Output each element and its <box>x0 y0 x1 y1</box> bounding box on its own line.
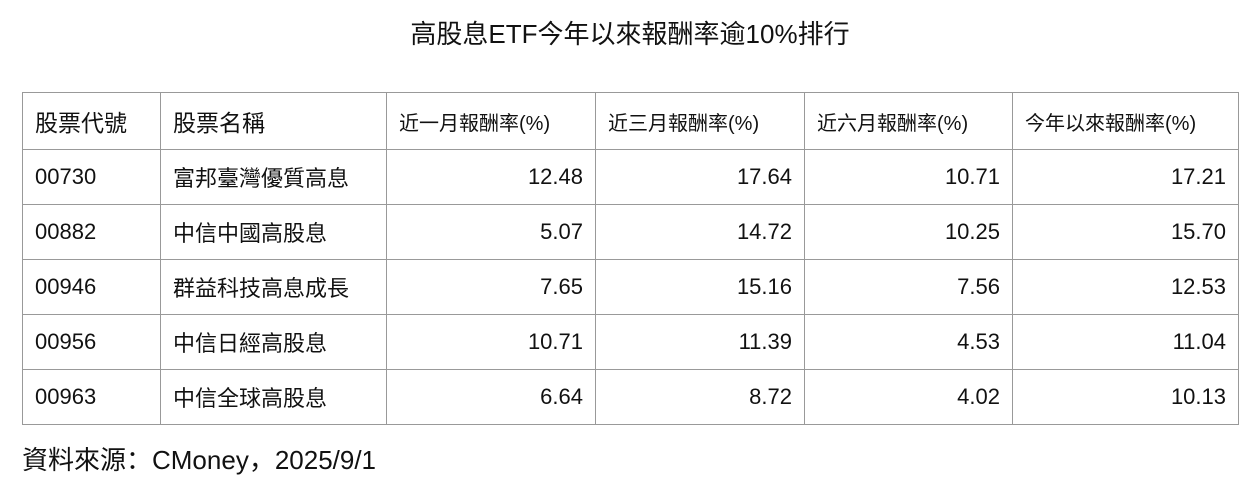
header-row: 股票代號 股票名稱 近一月報酬率(%) 近三月報酬率(%) 近六月報酬率(%) 今年以來報… <box>22 92 1239 150</box>
table-cell: 10.13 <box>1012 369 1239 425</box>
table-cell: 富邦臺灣優質高息 <box>160 149 387 205</box>
source-note: 資料來源：CMoney，2025/9/1 <box>22 445 377 475</box>
header-cell: 近六月報酬率(%) <box>804 92 1013 150</box>
returns-table: 股票代號 股票名稱 近一月報酬率(%) 近三月報酬率(%) 近六月報酬率(%) 今年以來報… <box>22 92 1239 425</box>
table-row: 00946 群益科技高息成長 7.65 15.16 7.56 12.53 <box>22 259 1239 315</box>
table-cell: 5.07 <box>386 204 596 260</box>
table-cell: 11.39 <box>595 314 805 370</box>
table-cell: 12.53 <box>1012 259 1239 315</box>
table-cell: 8.72 <box>595 369 805 425</box>
table-cell: 15.16 <box>595 259 805 315</box>
table-cell: 00730 <box>22 149 161 205</box>
table-cell: 17.64 <box>595 149 805 205</box>
table-cell: 17.21 <box>1012 149 1239 205</box>
table-cell: 7.56 <box>804 259 1013 315</box>
table-cell: 中信全球高股息 <box>160 369 387 425</box>
table-cell: 4.02 <box>804 369 1013 425</box>
table-cell: 中信日經高股息 <box>160 314 387 370</box>
header-cell: 近一月報酬率(%) <box>386 92 596 150</box>
table-cell: 00946 <box>22 259 161 315</box>
table-cell: 14.72 <box>595 204 805 260</box>
table-cell: 00956 <box>22 314 161 370</box>
header-cell: 今年以來報酬率(%) <box>1012 92 1239 150</box>
table-cell: 00882 <box>22 204 161 260</box>
table-cell: 中信中國高股息 <box>160 204 387 260</box>
table-cell: 00963 <box>22 369 161 425</box>
table-row: 00956 中信日經高股息 10.71 11.39 4.53 11.04 <box>22 314 1239 370</box>
table-cell: 12.48 <box>386 149 596 205</box>
title: 高股息ETF今年以來報酬率逾10%排行 <box>410 19 850 49</box>
table-cell: 10.71 <box>386 314 596 370</box>
table-cell: 4.53 <box>804 314 1013 370</box>
table-body: 00730 富邦臺灣優質高息 12.48 17.64 10.71 17.21 00882 中信… <box>22 149 1239 425</box>
table-cell: 10.25 <box>804 204 1013 260</box>
table-cell: 11.04 <box>1012 314 1239 370</box>
table-cell: 群益科技高息成長 <box>160 259 387 315</box>
header-cell: 股票代號 <box>22 92 161 150</box>
header-cell: 股票名稱 <box>160 92 387 150</box>
table-cell: 7.65 <box>386 259 596 315</box>
table-row: 00963 中信全球高股息 6.64 8.72 4.02 10.13 <box>22 369 1239 425</box>
table-row: 00882 中信中國高股息 5.07 14.72 10.25 15.70 <box>22 204 1239 260</box>
table-row: 00730 富邦臺灣優質高息 12.48 17.64 10.71 17.21 <box>22 149 1239 205</box>
table-cell: 6.64 <box>386 369 596 425</box>
table-cell: 10.71 <box>804 149 1013 205</box>
table-cell: 15.70 <box>1012 204 1239 260</box>
header-cell: 近三月報酬率(%) <box>595 92 805 150</box>
